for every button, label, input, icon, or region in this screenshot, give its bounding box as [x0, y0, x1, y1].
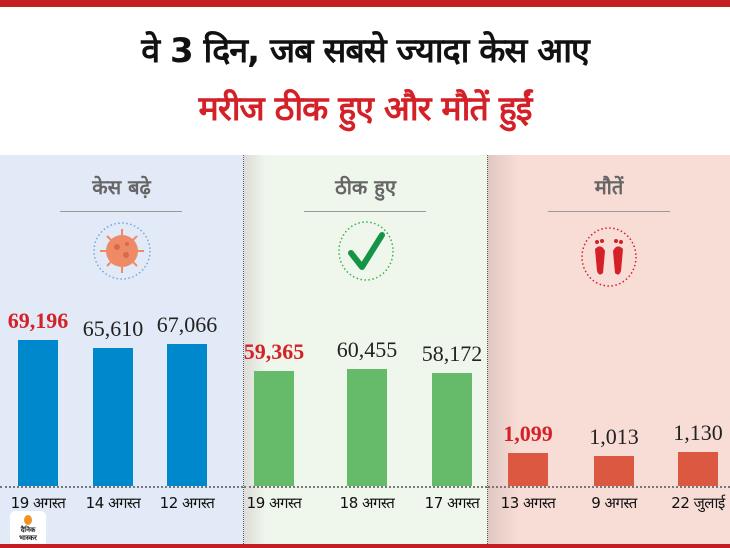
data-label: 1,099 [503, 420, 553, 446]
page-title: वे 3 दिन, जब सबसे ज्यादा केस आए [141, 31, 590, 71]
data-label: 1,013 [589, 423, 639, 449]
dainik-bhaskar-logo: दैनिक भास्कर [10, 511, 46, 547]
bar [678, 452, 718, 486]
virus-icon [92, 222, 151, 280]
category-label: 9 अगस्त [591, 494, 637, 512]
panel-recovered: ठीक हुए 59,365 19 अगस्त 60,455 18 अगस्त 58,1… [243, 155, 487, 544]
category-label: 14 अगस्त [85, 494, 141, 512]
panel-deaths: मौतें 1,099 13 अगस्त 1,013 9 अगस्त 1,130 22 ज… [487, 155, 730, 544]
category-label: 18 अगस्त [339, 494, 395, 512]
category-label: 12 अगस्त [159, 494, 215, 512]
data-label: 65,610 [82, 315, 144, 341]
divider [548, 211, 670, 212]
panel-cases: केस बढ़े 69,196 19 अगस्त 65,610 14 अगस्त 67,… [0, 155, 243, 544]
data-label: 58,172 [421, 341, 483, 367]
panel-title: ठीक हुए [335, 175, 396, 199]
bar [594, 455, 634, 486]
bar [347, 369, 387, 486]
divider [304, 211, 426, 212]
footprints-icon [581, 227, 637, 287]
data-label: 59,365 [243, 339, 305, 365]
divider [60, 211, 182, 212]
bar [18, 340, 58, 486]
bar [508, 452, 548, 486]
category-label: 19 अगस्त [10, 494, 66, 512]
bar [432, 373, 472, 486]
panel-title: मौतें [594, 175, 624, 199]
category-label: 13 अगस्त [500, 494, 556, 512]
panel-title: केस बढ़े [92, 175, 151, 199]
bar [93, 347, 133, 486]
baseline [244, 486, 487, 488]
data-label: 67,066 [156, 312, 218, 338]
data-label: 60,455 [336, 337, 398, 362]
bottom-accent-bar [0, 544, 730, 548]
data-label: 1,130 [673, 420, 723, 445]
bar [254, 371, 294, 486]
top-accent-bar [0, 0, 730, 7]
baseline [0, 486, 243, 488]
category-label: 22 जुलाई [671, 494, 725, 512]
category-label: 17 अगस्त [424, 494, 480, 512]
page-subtitle: मरीज ठीक हुए और मौतें हुईं [198, 89, 533, 129]
category-label: 19 अगस्त [246, 494, 302, 512]
data-label: 69,196 [7, 308, 69, 333]
baseline [488, 486, 730, 488]
bar [167, 344, 207, 486]
checkmark-icon [337, 221, 394, 281]
